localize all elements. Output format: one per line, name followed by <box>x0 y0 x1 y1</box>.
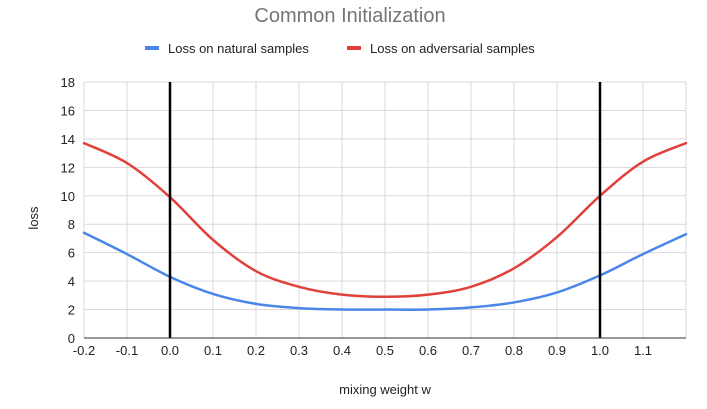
x-tick-label: 1.1 <box>634 343 652 358</box>
y-tick-label: 10 <box>61 189 75 204</box>
chart-title: Common Initialization <box>254 5 445 27</box>
reference-lines <box>168 82 602 338</box>
y-axis-label: loss <box>26 206 41 230</box>
legend-swatch-natural <box>145 46 159 50</box>
x-tick-label: 0.2 <box>247 343 265 358</box>
x-tick-label: 0.7 <box>462 343 480 358</box>
series-line-adversarial <box>82 141 688 299</box>
x-tick-label: -0.1 <box>116 343 138 358</box>
series-lines <box>82 141 688 311</box>
x-tick-label: 1.0 <box>591 343 609 358</box>
x-tick-label: 0.5 <box>376 343 394 358</box>
y-tick-label: 18 <box>61 75 75 90</box>
legend-label-natural: Loss on natural samples <box>168 41 309 56</box>
y-tick-label: 12 <box>61 160 75 175</box>
x-tick-label: 0.6 <box>419 343 437 358</box>
x-axis-ticks: -0.2 -0.1 0.0 0.1 0.2 0.3 0.4 0.5 0.6 0.7 0.8 0.9 1.… <box>73 343 652 358</box>
x-tick-label: 0.0 <box>161 343 179 358</box>
x-tick-label: 0.1 <box>204 343 222 358</box>
series-line-natural <box>82 231 688 311</box>
x-tick-label: 0.3 <box>290 343 308 358</box>
y-tick-label: 6 <box>68 246 75 261</box>
x-tick-label: 0.4 <box>333 343 351 358</box>
y-tick-label: 4 <box>68 274 75 289</box>
y-tick-label: 0 <box>68 331 75 346</box>
y-axis-ticks: 0 2 4 6 8 10 12 14 16 18 <box>61 75 75 346</box>
gridlines <box>83 81 687 338</box>
legend-swatch-adversarial <box>347 46 361 50</box>
x-tick-label: 0.8 <box>505 343 523 358</box>
x-tick-label: -0.2 <box>73 343 95 358</box>
y-tick-label: 14 <box>61 132 75 147</box>
legend: Loss on natural samples Loss on adversar… <box>145 41 535 56</box>
y-tick-label: 8 <box>68 217 75 232</box>
y-tick-label: 16 <box>61 103 75 118</box>
y-tick-label: 2 <box>68 303 75 318</box>
x-axis-label: mixing weight w <box>339 382 431 397</box>
legend-label-adversarial: Loss on adversarial samples <box>370 41 535 56</box>
x-tick-label: 0.9 <box>548 343 566 358</box>
